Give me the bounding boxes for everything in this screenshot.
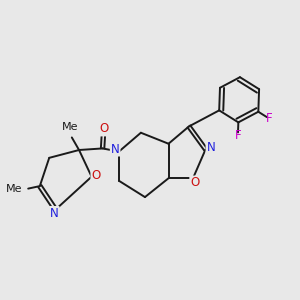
Text: F: F (235, 129, 241, 142)
Text: Me: Me (5, 184, 22, 194)
Text: O: O (92, 169, 100, 182)
Text: O: O (99, 122, 108, 136)
Text: Me: Me (62, 122, 79, 132)
Text: N: N (111, 142, 119, 156)
Text: F: F (266, 112, 273, 125)
Text: N: N (206, 141, 215, 154)
Text: N: N (50, 207, 58, 220)
Text: O: O (190, 176, 200, 190)
